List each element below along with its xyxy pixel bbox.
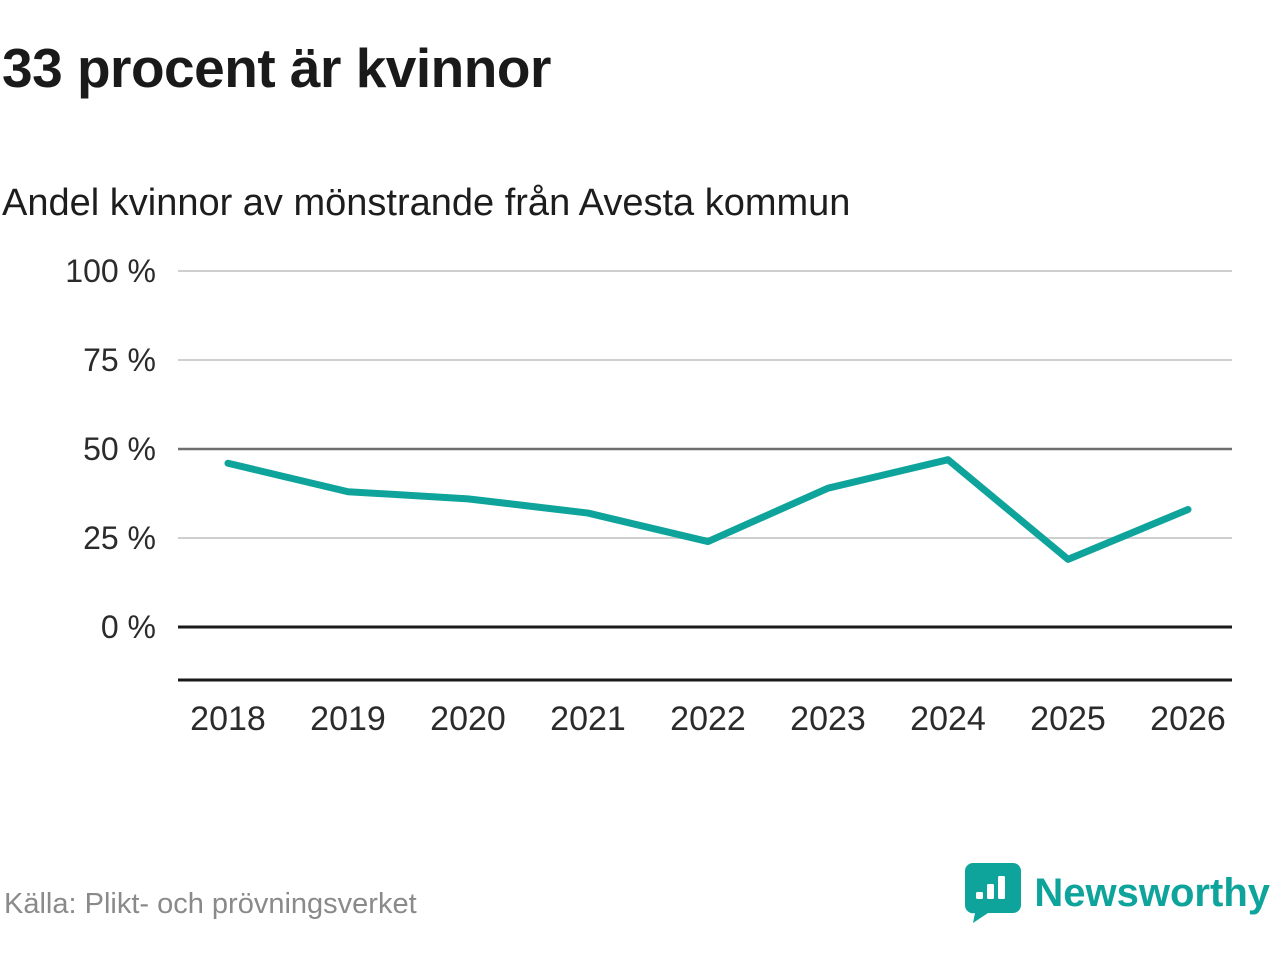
y-tick-label: 75 % bbox=[83, 342, 156, 378]
y-tick-label: 50 % bbox=[83, 431, 156, 467]
x-tick-label: 2023 bbox=[790, 700, 866, 738]
bar-mid bbox=[987, 884, 995, 899]
x-tick-label: 2024 bbox=[910, 700, 986, 738]
chart-subtitle: Andel kvinnor av mönstrande från Avesta … bbox=[2, 182, 851, 224]
chart-headline: 33 procent är kvinnor bbox=[2, 37, 551, 99]
x-tick-label: 2022 bbox=[670, 700, 746, 738]
y-tick-label: 100 % bbox=[65, 253, 156, 289]
x-tick-label: 2020 bbox=[430, 700, 506, 738]
brand-name: Newsworthy bbox=[1034, 870, 1270, 915]
x-tick-label: 2026 bbox=[1150, 700, 1226, 738]
y-tick-label: 25 % bbox=[83, 520, 156, 556]
x-tick-label: 2019 bbox=[310, 700, 386, 738]
bar-dot bbox=[976, 892, 984, 899]
data-line bbox=[224, 456, 1192, 563]
x-tick-label: 2025 bbox=[1030, 700, 1106, 738]
newsworthy-icon bbox=[965, 863, 1022, 923]
bar-tall bbox=[998, 876, 1006, 899]
source-note: Källa: Plikt- och prövningsverket bbox=[4, 888, 417, 920]
x-tick-label: 2018 bbox=[190, 700, 266, 738]
brand-logo: Newsworthy bbox=[964, 862, 1270, 924]
x-tick-label: 2021 bbox=[550, 700, 626, 738]
y-tick-label: 0 % bbox=[101, 609, 156, 645]
